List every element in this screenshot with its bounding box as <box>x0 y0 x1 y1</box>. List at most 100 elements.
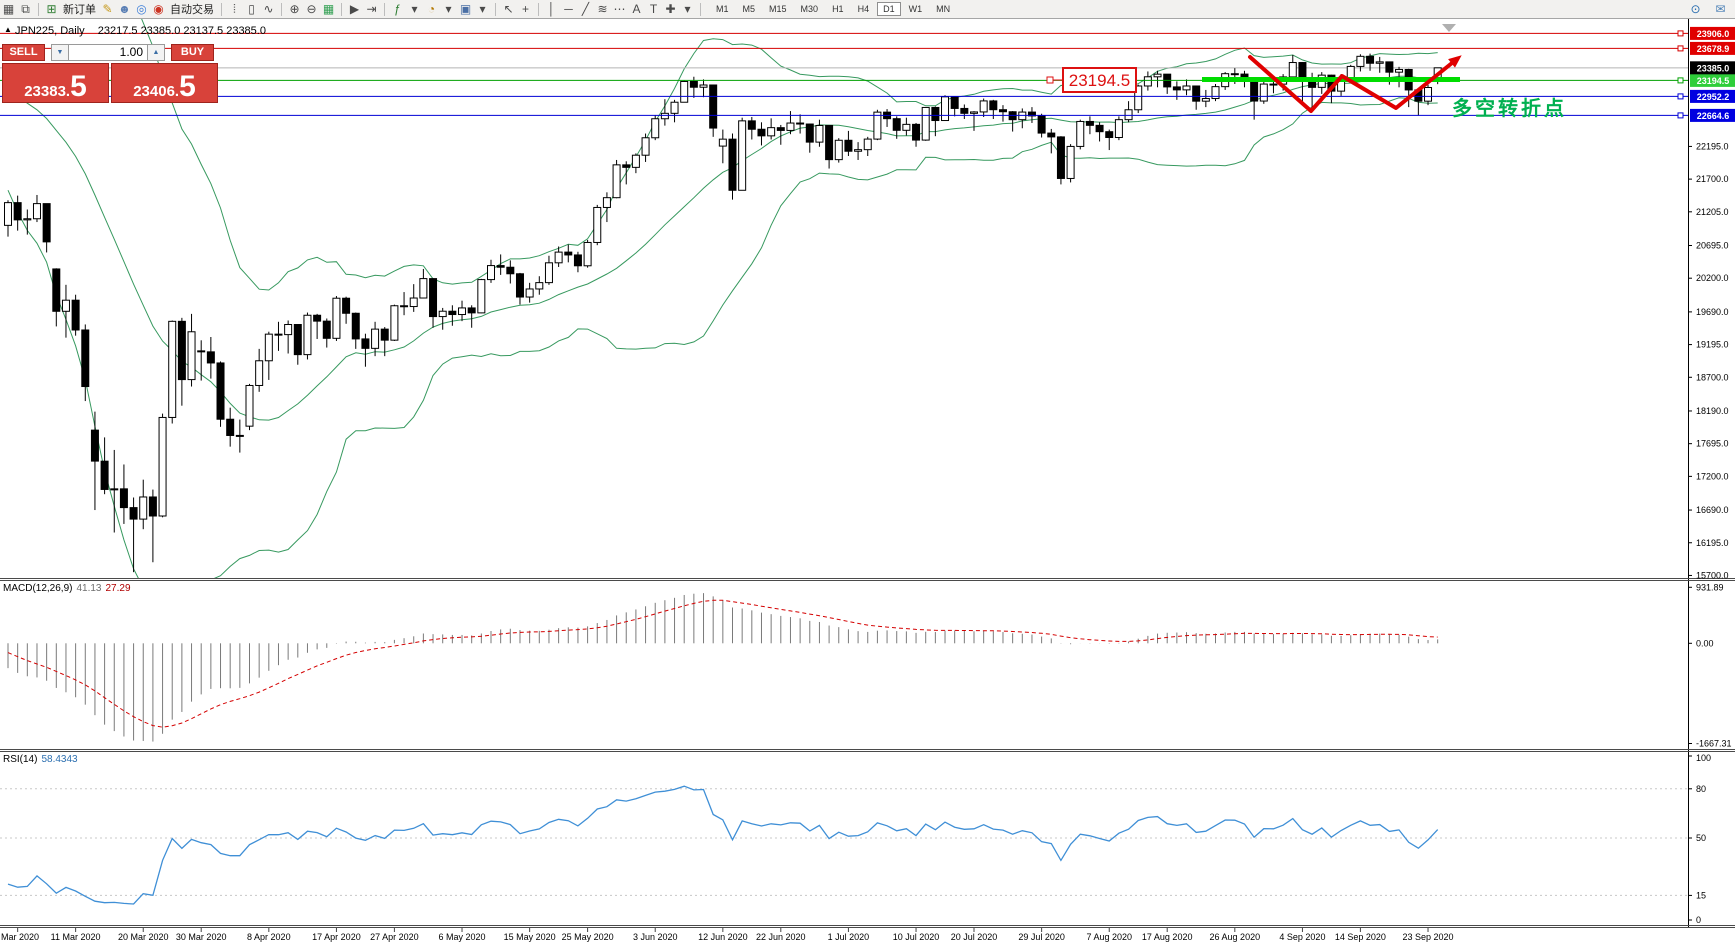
candle-body <box>129 507 138 520</box>
chart-shift-marker-icon[interactable] <box>1442 24 1456 32</box>
line-handle[interactable] <box>1677 45 1684 52</box>
line-handle[interactable] <box>1677 30 1684 37</box>
crosshair-icon[interactable]: + <box>521 1 529 16</box>
buy-price[interactable]: 23406. 5 <box>111 63 218 103</box>
price-tick-label: 19195.0 <box>1696 340 1729 350</box>
candle-body <box>23 218 32 221</box>
market-watch-icon[interactable]: ▦ <box>2 1 15 16</box>
new-order-icon[interactable]: ⊞ <box>46 1 57 16</box>
trade-panel-row: SELL ▼ 1.00 ▲ BUY <box>2 44 218 61</box>
candle-body <box>197 350 206 353</box>
trendline-icon[interactable]: ╱ <box>581 1 590 16</box>
price-tick-label: 18190.0 <box>1696 406 1729 416</box>
price-axis[interactable]: 22195.0 21700.0 21205.0 20695.0 20200.0 19690… <box>1688 26 1735 925</box>
candle-body <box>1085 120 1094 126</box>
annotation-handle[interactable] <box>1046 76 1054 84</box>
timeframe-button-D1[interactable]: D1 <box>877 2 901 16</box>
time-axis[interactable]: Mar 2020 11 Mar 2020 20 Mar 2020 30 Mar 202… <box>1 928 1454 942</box>
date-label: 20 Jul 2020 <box>951 932 998 942</box>
grid-icon[interactable]: ⋯ <box>613 1 626 16</box>
template-icon[interactable]: ▣ <box>459 1 472 16</box>
candle-body <box>912 123 921 141</box>
date-label: 20 Mar 2020 <box>118 932 169 942</box>
chart-title: ▲ JPN225, Daily 23217.5 23385.0 23137.5 … <box>4 25 266 37</box>
text-icon[interactable]: A <box>632 1 641 16</box>
price-badge-label: 23678.9 <box>1697 44 1730 54</box>
candle-body <box>32 203 41 220</box>
metaeditor-icon[interactable]: ✎ <box>102 1 113 16</box>
arrows-caret-icon[interactable]: ▾ <box>684 1 691 16</box>
period-caret-icon[interactable]: ▾ <box>445 1 452 16</box>
arrows-icon[interactable]: ✚ <box>665 1 676 16</box>
experts-icon[interactable]: ☻ <box>118 1 131 16</box>
price-badge <box>1690 26 1735 40</box>
rsi-name: RSI(14) <box>3 754 38 765</box>
candle-body <box>989 100 998 111</box>
timeframe-button-M30[interactable]: M30 <box>800 4 819 14</box>
candlestick-chart-icon[interactable]: ▯ <box>248 1 255 16</box>
price-badge-label: 22664.6 <box>1697 111 1730 121</box>
data-window-icon[interactable]: ⧉ <box>21 1 30 16</box>
fibonacci-icon[interactable]: ≋ <box>597 1 608 16</box>
template-caret-icon[interactable]: ▾ <box>479 1 486 16</box>
volume-up-button[interactable]: ▲ <box>147 44 165 61</box>
signals-icon[interactable]: ◎ <box>136 1 147 16</box>
tile-windows-icon[interactable]: ▦ <box>322 1 335 16</box>
bar-chart-icon[interactable]: ⦙ <box>233 1 236 16</box>
price-label-box[interactable] <box>1062 67 1137 93</box>
candle-body <box>409 297 418 308</box>
timeframe-button-MN[interactable]: MN <box>936 4 951 14</box>
timeframe-button-M15[interactable]: M15 <box>769 4 787 14</box>
candle-body <box>303 314 312 356</box>
zoom-out-icon[interactable]: ⊖ <box>306 1 317 16</box>
autotrading-icon[interactable]: ◉ <box>153 1 164 16</box>
autotrading-label[interactable]: 自动交易 <box>170 4 214 16</box>
chat-icon[interactable]: ✉ <box>1715 1 1726 16</box>
line-handle[interactable] <box>1677 93 1684 100</box>
price-tick-label: 17200.0 <box>1696 471 1729 481</box>
date-label: 14 Sep 2020 <box>1335 932 1386 942</box>
line-handle[interactable] <box>1677 77 1684 84</box>
candle-body <box>805 123 814 143</box>
candle-body <box>448 310 457 316</box>
search-icon[interactable]: ⊙ <box>1690 1 1701 16</box>
sell-button[interactable]: SELL <box>2 44 45 61</box>
candle-body <box>1385 61 1394 73</box>
candle-body <box>1105 131 1114 139</box>
timeframe-button-W1[interactable]: W1 <box>908 4 923 14</box>
horizontal-line-icon[interactable]: ─ <box>564 1 573 16</box>
bollinger-upper-band <box>141 19 1438 291</box>
new-order-label[interactable]: 新订单 <box>63 4 96 16</box>
volume-down-button[interactable]: ▼ <box>51 44 69 61</box>
line-chart-icon[interactable]: ∿ <box>263 1 274 16</box>
price-badge-label: 23194.5 <box>1697 76 1730 86</box>
add-indicator-icon[interactable]: ƒ <box>394 1 401 16</box>
indicator-caret-icon[interactable]: ▾ <box>411 1 418 16</box>
line-handle[interactable] <box>1677 112 1684 119</box>
buy-button[interactable]: BUY <box>171 44 214 61</box>
zoom-in-icon[interactable]: ⊕ <box>289 1 300 16</box>
text-label-icon[interactable]: T <box>649 1 658 16</box>
timeframe-button-H1[interactable]: H1 <box>832 4 844 14</box>
timeframe-button-M1[interactable]: M1 <box>716 4 729 14</box>
chart-marker-icon: ▲ <box>4 25 12 34</box>
cursor-icon[interactable]: ↖ <box>503 1 514 16</box>
candle-body <box>931 106 940 122</box>
period-icon[interactable]: ◔ <box>427 1 436 16</box>
bollinger-lower-band <box>7 97 1438 578</box>
timeframe-button-H4[interactable]: H4 <box>857 4 870 14</box>
price-badge-label: 23906.0 <box>1697 29 1730 39</box>
zigzag-arrow-annotation[interactable] <box>1248 55 1459 113</box>
timeframe-button-M5[interactable]: M5 <box>742 4 756 14</box>
candle-body <box>660 112 669 120</box>
sell-price[interactable]: 23383. 5 <box>2 63 109 103</box>
candle-body <box>998 109 1007 113</box>
chart-shift-icon[interactable]: ⇥ <box>366 1 377 16</box>
candle-body <box>235 434 244 437</box>
volume-input[interactable]: 1.00 <box>69 44 147 61</box>
price-badge <box>1690 73 1735 87</box>
auto-scroll-icon[interactable]: ▶ <box>349 1 360 16</box>
annotation-note-text[interactable]: 多空转折点 <box>1452 98 1567 120</box>
vertical-line-icon[interactable]: │ <box>547 1 556 16</box>
